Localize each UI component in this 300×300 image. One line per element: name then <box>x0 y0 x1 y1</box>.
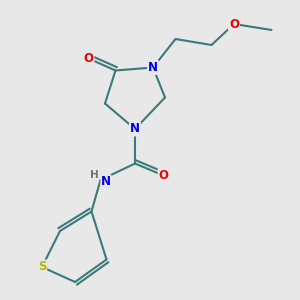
Text: O: O <box>229 17 239 31</box>
Text: O: O <box>83 52 94 65</box>
Text: N: N <box>101 175 111 188</box>
Text: S: S <box>38 260 46 274</box>
Text: H: H <box>89 169 98 180</box>
Text: N: N <box>130 122 140 136</box>
Text: N: N <box>148 61 158 74</box>
Text: O: O <box>158 169 169 182</box>
